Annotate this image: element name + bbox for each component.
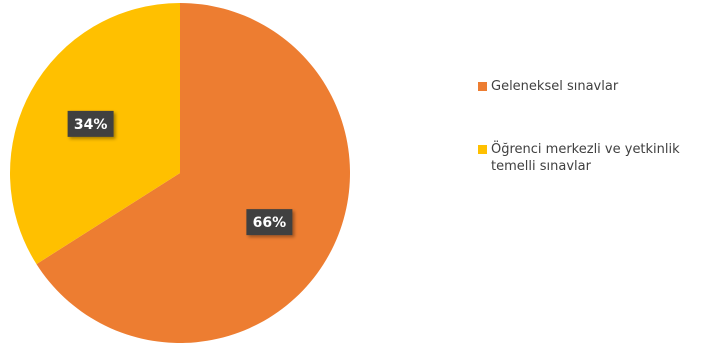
legend-item-competency-exams: Öğrenci merkezli ve yetkinlik temelli sı… — [478, 141, 718, 175]
pie-slice-traditional — [36, 3, 350, 343]
legend-label-competency: Öğrenci merkezli ve yetkinlik temelli sı… — [491, 142, 680, 174]
data-label-text: 66% — [253, 215, 287, 231]
data-label-box — [67, 110, 114, 137]
legend: Geleneksel sınavlar Öğrenci merkezli ve … — [478, 78, 718, 221]
legend-label-traditional: Geleneksel sınavlar — [491, 79, 619, 94]
data-label-competency: 34% — [67, 110, 114, 137]
data-label-box — [246, 209, 293, 236]
legend-swatch-competency — [478, 145, 487, 154]
legend-swatch-traditional — [478, 82, 487, 91]
data-label-text: 34% — [74, 117, 108, 133]
data-label-traditional: 66% — [246, 209, 293, 236]
legend-item-traditional-exams: Geleneksel sınavlar — [478, 78, 718, 95]
